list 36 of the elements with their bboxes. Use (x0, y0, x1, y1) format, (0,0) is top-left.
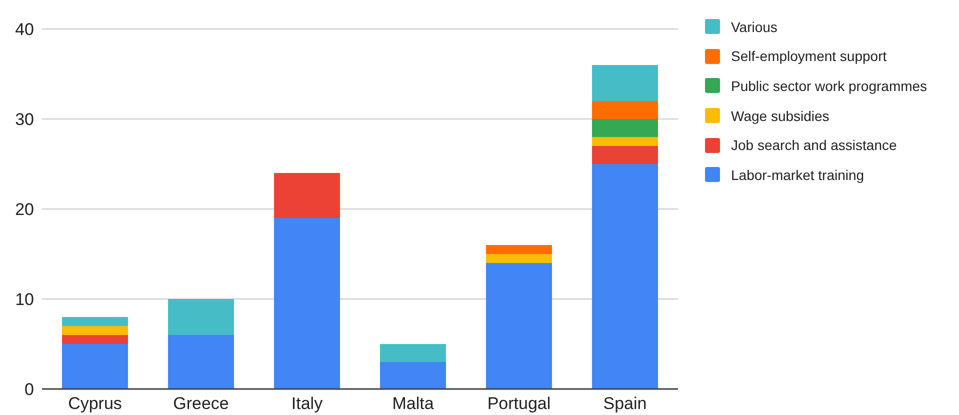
bar (486, 263, 552, 389)
bar (486, 254, 552, 263)
bar (62, 335, 128, 344)
y-tick-label: 30 (15, 110, 34, 130)
legend-label: Self-employment support (731, 48, 887, 64)
bar (274, 218, 340, 389)
legend-label: Wage subsidies (731, 108, 830, 124)
bar (592, 65, 658, 101)
legend-label: Various (731, 18, 778, 35)
x-tick-label: Spain (603, 394, 647, 414)
bar (62, 326, 128, 335)
x-tick-label: Cyprus (68, 394, 122, 414)
bar (486, 245, 552, 254)
bar (592, 146, 658, 164)
x-tick-label: Italy (291, 394, 324, 414)
bar (592, 101, 658, 119)
bar (592, 119, 658, 137)
y-tick-label: 40 (15, 20, 34, 40)
x-tick-label: Greece (173, 394, 229, 414)
bar (62, 317, 128, 326)
y-tick-label: 10 (15, 290, 34, 310)
y-tick-label: 20 (15, 200, 34, 220)
bar (380, 344, 446, 362)
bar (592, 137, 658, 146)
bar (592, 164, 658, 389)
x-tick-label: Portugal (487, 394, 551, 414)
y-tick-label: 0 (24, 380, 34, 400)
x-tick-label: Malta (392, 394, 434, 414)
bar (168, 335, 234, 389)
legend-label: Public sector work programmes (731, 78, 928, 94)
bar (274, 173, 340, 218)
bar (380, 362, 446, 389)
legend-label: Job search and assistance (731, 137, 897, 154)
bar (168, 299, 234, 335)
legend-label: Labor-market training (731, 166, 864, 183)
bar (62, 344, 128, 389)
